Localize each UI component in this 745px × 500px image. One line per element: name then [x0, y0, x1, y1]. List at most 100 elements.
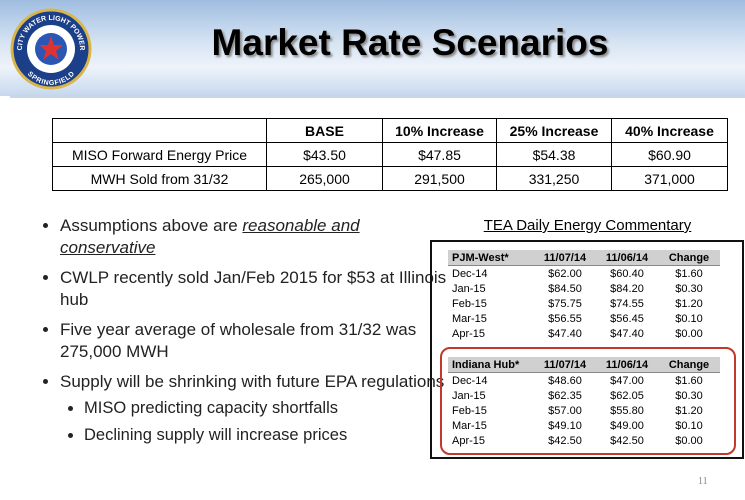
header-cell: 40% Increase [611, 118, 728, 143]
highlight-box [440, 347, 736, 455]
slide-title: Market Rate Scenarios [211, 22, 609, 63]
price-cell: Jan-15 [452, 282, 486, 295]
corner-cell [52, 118, 267, 143]
commentary-title: TEA Daily Energy Commentary [483, 217, 692, 234]
bullet-emphasis: reasonable and conservative [60, 216, 360, 257]
price-row: Apr-15 $47.40 $47.40 $0.00 [448, 326, 720, 341]
price-cell: $60.40 [610, 267, 644, 280]
price-header-cell: PJM-West* [448, 250, 534, 266]
price-cell: $56.55 [548, 312, 582, 325]
table-cell: $54.38 [496, 142, 612, 167]
price-header-cell: 11/06/14 [596, 250, 658, 266]
sub-bullet: Declining supply will increase prices [84, 422, 450, 449]
price-cell: Feb-15 [452, 404, 487, 417]
price-table: PJM-West* 11/07/14 11/06/14 Change Dec-14 $62… [448, 250, 720, 341]
price-row: Jan-15 $84.50 $84.20 $0.30 [448, 281, 720, 296]
price-cell: Apr-15 [452, 327, 486, 340]
table-cell: 291,500 [382, 166, 497, 191]
price-cell: $42.50 [610, 434, 644, 447]
table-cell: 265,000 [266, 166, 383, 191]
bullet: Supply will be shrinking with future EPA… [60, 371, 450, 449]
price-cell: Feb-15 [452, 297, 487, 310]
price-cell: $0.00 [675, 327, 703, 340]
bullet-list: Assumptions above are reasonable and con… [40, 215, 450, 457]
bullet-text: Supply will be shrinking with future EPA… [60, 372, 445, 391]
price-cell: $74.55 [610, 297, 644, 310]
price-row: Feb-15 $75.75 $74.55 $1.20 [448, 296, 720, 311]
price-cell: $1.20 [675, 404, 703, 417]
price-cell: $47.40 [548, 327, 582, 340]
header-cell: BASE [266, 118, 383, 143]
table-cell: 371,000 [611, 166, 728, 191]
divider [10, 95, 745, 98]
price-row: Dec-14 $48.60 $47.00 $1.60 [448, 373, 720, 389]
scenario-table: BASE 10% Increase 25% Increase 40% Increase… [52, 118, 728, 191]
header-row: BASE 10% Increase 25% Increase 40% Increase [52, 118, 728, 143]
price-header-cell: Change [658, 250, 720, 266]
price-cell: Mar-15 [452, 312, 487, 325]
price-cell: Dec-14 [452, 267, 488, 280]
header-cell: 10% Increase [382, 118, 497, 143]
table-cell: $47.85 [382, 142, 497, 167]
price-cell: $1.60 [675, 267, 703, 280]
price-cell: Jan-15 [452, 389, 486, 402]
price-cell: $0.30 [675, 389, 703, 402]
price-cell: $1.20 [675, 297, 703, 310]
table-cell: $60.90 [611, 142, 728, 167]
table-cell: $43.50 [266, 142, 383, 167]
price-row: Jan-15 $62.35 $62.05 $0.30 [448, 388, 720, 403]
table-cell: MWH Sold from 31/32 [52, 166, 267, 191]
price-cell: $0.10 [675, 312, 703, 325]
price-cell: Apr-15 [452, 434, 486, 447]
logo: CITY WATER LIGHT POWER SPRINGFIELD [10, 8, 92, 90]
price-cell: $62.35 [548, 389, 582, 402]
commentary-box [430, 240, 744, 459]
table-cell: MISO Forward Energy Price [52, 142, 267, 167]
price-cell: Dec-14 [452, 374, 488, 387]
price-table: Indiana Hub* 11/07/14 11/06/14 Change Dec-14… [448, 357, 720, 448]
price-row: Dec-14 $62.00 $60.40 $1.60 [448, 266, 720, 282]
price-cell: $0.30 [675, 282, 703, 295]
price-cell: $55.80 [610, 404, 644, 417]
price-cell: $75.75 [548, 297, 582, 310]
header-cell: 25% Increase [496, 118, 612, 143]
price-cell: $84.50 [548, 282, 582, 295]
price-header-row: Indiana Hub* 11/07/14 11/06/14 Change [448, 357, 720, 373]
price-cell: $56.45 [610, 312, 644, 325]
price-header-cell: 11/06/14 [596, 357, 658, 373]
price-cell: $0.00 [675, 434, 703, 447]
price-header-cell: 11/07/14 [534, 357, 596, 373]
price-header-cell: Indiana Hub* [448, 357, 534, 373]
price-cell: $42.50 [548, 434, 582, 447]
price-row: Mar-15 $56.55 $56.45 $0.10 [448, 311, 720, 326]
bullet: Five year average of wholesale from 31/3… [60, 319, 450, 363]
price-header-cell: 11/07/14 [534, 250, 596, 266]
price-row: Apr-15 $42.50 $42.50 $0.00 [448, 433, 720, 448]
price-cell: Mar-15 [452, 419, 487, 432]
price-header-row: PJM-West* 11/07/14 11/06/14 Change [448, 250, 720, 266]
price-cell: $62.00 [548, 267, 582, 280]
bullet-text: CWLP recently sold Jan/Feb 2015 for $53 … [60, 268, 447, 309]
table-cell: 331,250 [496, 166, 612, 191]
bullet-text: Five year average of wholesale from 31/3… [60, 320, 417, 361]
table-row: MISO Forward Energy Price $43.50 $47.85 $54… [52, 142, 728, 167]
price-cell: $84.20 [610, 282, 644, 295]
price-header-cell: Change [658, 357, 720, 373]
price-row: Mar-15 $49.10 $49.00 $0.10 [448, 418, 720, 433]
price-cell: $47.40 [610, 327, 644, 340]
sub-bullet-list: MISO predicting capacity shortfallsDecli… [60, 395, 450, 449]
page-number: 11 [698, 476, 708, 487]
banner [0, 0, 745, 96]
price-cell: $47.00 [610, 374, 644, 387]
price-cell: $49.00 [610, 419, 644, 432]
price-row: Feb-15 $57.00 $55.80 $1.20 [448, 403, 720, 418]
price-cell: $57.00 [548, 404, 582, 417]
price-cell: $49.10 [548, 419, 582, 432]
price-cell: $62.05 [610, 389, 644, 402]
bullet-text: Assumptions above are [60, 216, 243, 235]
bullet: Assumptions above are reasonable and con… [60, 215, 450, 259]
sub-bullet: MISO predicting capacity shortfalls [84, 395, 450, 422]
price-cell: $0.10 [675, 419, 703, 432]
bullet: CWLP recently sold Jan/Feb 2015 for $53 … [60, 267, 450, 311]
